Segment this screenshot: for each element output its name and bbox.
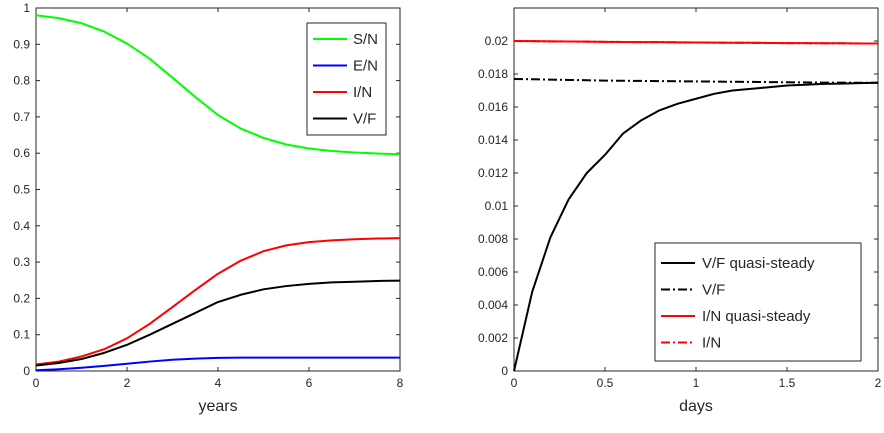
- x-tick-label: 4: [215, 376, 222, 390]
- y-tick-label: 0.002: [478, 331, 508, 345]
- legend-entry: V/F: [353, 111, 376, 128]
- y-tick-label: 0: [23, 364, 30, 378]
- x-tick-label: 6: [306, 376, 313, 390]
- x-tick-label: 2: [875, 376, 882, 390]
- y-tick-label: 0.016: [478, 100, 508, 114]
- y-tick-label: 0.3: [13, 255, 30, 269]
- y-tick-label: 1: [23, 1, 30, 15]
- legend-entry: I/N: [702, 335, 721, 352]
- y-tick-label: 0.4: [13, 219, 30, 233]
- series-line: [35, 237, 401, 366]
- series-line: [35, 14, 401, 156]
- y-tick-label: 0.1: [13, 328, 30, 342]
- y-tick-label: 0.5: [13, 183, 30, 197]
- legend-entry: V/F quasi-steady: [702, 255, 815, 272]
- x-tick-label: 2: [124, 376, 131, 390]
- y-tick-label: 0.008: [478, 232, 508, 246]
- x-axis-label: years: [198, 398, 237, 415]
- legend-box: [306, 22, 387, 136]
- y-tick-label: 0: [501, 364, 508, 378]
- x-axis-label: days: [679, 398, 713, 415]
- series-line: [513, 81, 879, 372]
- y-tick-label: 0.01: [485, 199, 509, 213]
- y-tick-label: 0.6: [13, 146, 30, 160]
- legend-entry: V/F: [702, 282, 725, 299]
- y-tick-label: 0.014: [478, 133, 508, 147]
- y-tick-label: 0.012: [478, 166, 508, 180]
- y-tick-label: 0.006: [478, 265, 508, 279]
- y-tick-label: 0.2: [13, 291, 30, 305]
- y-tick-label: 0.02: [485, 34, 509, 48]
- x-tick-label: 0: [33, 376, 40, 390]
- legend-entry: S/N: [353, 31, 378, 48]
- series-line: [35, 279, 401, 367]
- series-line: [513, 40, 878, 45]
- y-tick-label: 0.9: [13, 37, 30, 51]
- y-tick-label: 0.7: [13, 110, 30, 124]
- legend-entry: I/N quasi-steady: [702, 308, 811, 325]
- series-line: [35, 356, 400, 372]
- x-tick-label: 8: [397, 376, 404, 390]
- y-tick-label: 0.018: [478, 67, 508, 81]
- x-tick-label: 0.5: [597, 376, 614, 390]
- x-tick-label: 1.5: [779, 376, 796, 390]
- y-tick-label: 0.004: [478, 298, 508, 312]
- x-tick-label: 0: [511, 376, 518, 390]
- y-tick-label: 0.8: [13, 74, 30, 88]
- x-tick-label: 1: [693, 376, 700, 390]
- series-line: [513, 77, 878, 84]
- legend-entry: E/N: [353, 58, 378, 75]
- legend-entry: I/N: [353, 84, 372, 101]
